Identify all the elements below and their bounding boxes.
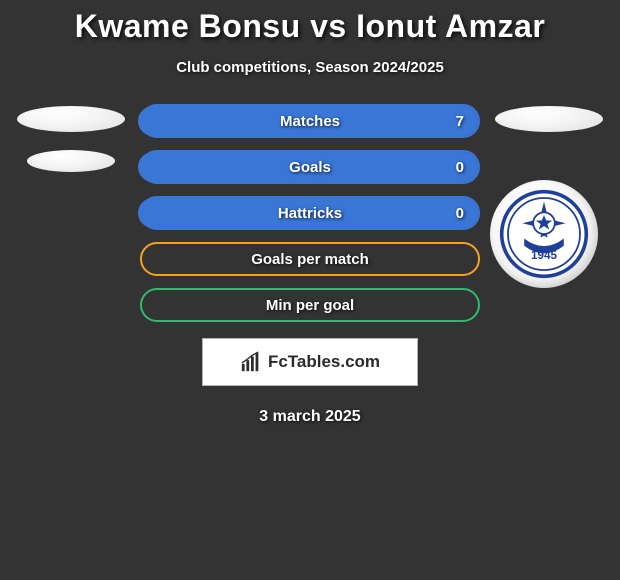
content-row: Matches 7 Goals 0 Hattricks 0 Goals per match M…: [0, 104, 620, 322]
right-side-col: 1945: [490, 104, 608, 288]
stat-bar: Matches 7: [140, 104, 480, 138]
site-logo-text: FcTables.com: [268, 352, 380, 372]
stat-bar: Goals per match: [140, 242, 480, 276]
date-text: 3 march 2025: [0, 408, 620, 426]
bar-chart-icon: [240, 351, 262, 373]
bar-label: Min per goal: [266, 297, 354, 314]
page-title: Kwame Bonsu vs Ionut Amzar: [0, 8, 620, 45]
stat-bars: Matches 7 Goals 0 Hattricks 0 Goals per match M…: [140, 104, 480, 322]
stat-bar: Hattricks 0: [140, 196, 480, 230]
stat-bar: Goals 0: [140, 150, 480, 184]
bar-value-right: 0: [456, 205, 464, 222]
bar-label: Goals per match: [251, 251, 369, 268]
bar-label: Goals: [289, 159, 331, 176]
bar-value-right: 7: [456, 113, 464, 130]
bar-label: Hattricks: [278, 205, 342, 222]
left-ellipse-2: [27, 150, 115, 172]
right-ellipse-1: [495, 106, 603, 132]
left-ellipse-1: [17, 106, 125, 132]
stat-bar: Min per goal: [140, 288, 480, 322]
club-badge-svg: 1945: [499, 189, 589, 279]
comparison-card: Kwame Bonsu vs Ionut Amzar Club competit…: [0, 0, 620, 426]
bar-label: Matches: [280, 113, 340, 130]
left-side-col: [12, 104, 130, 172]
badge-year: 1945: [531, 249, 558, 262]
site-logo-box[interactable]: FcTables.com: [202, 338, 418, 386]
bar-value-right: 0: [456, 159, 464, 176]
club-badge: 1945: [490, 180, 598, 288]
subtitle: Club competitions, Season 2024/2025: [0, 59, 620, 76]
